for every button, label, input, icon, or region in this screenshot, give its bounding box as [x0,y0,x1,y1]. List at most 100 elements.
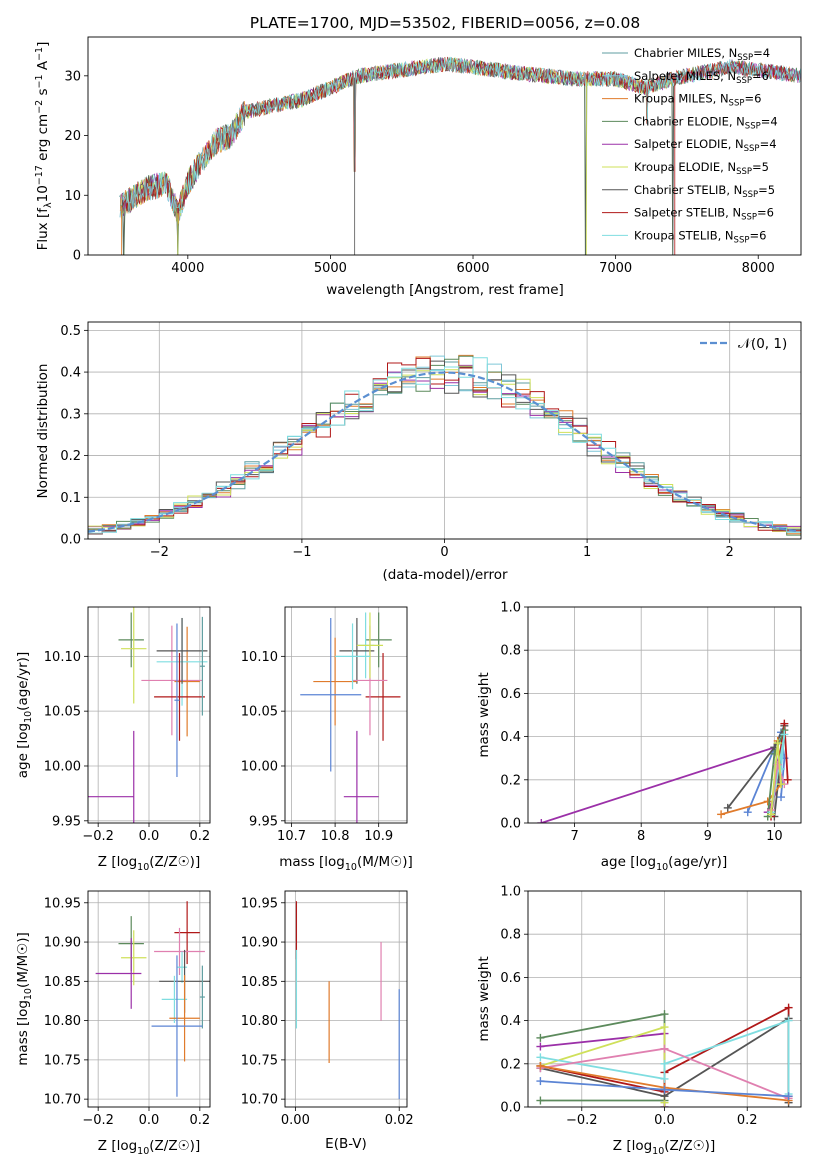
label-part: mass [log [279,854,345,870]
legend-sub: SSP [742,190,758,200]
mass-weight-vs-metallicity-panel: −0.2 0.0 0.2 0.0 0.2 0.4 0.6 0.8 1.0 Z [log10(Z/Z… [476,885,802,1157]
label-part: 10 [23,711,34,723]
legend-count: =6 [749,228,766,242]
spectrum-title: PLATE=1700, MJD=53502, FIBERID=0056, z=0… [250,14,640,32]
mZ-xlabel: Z [log10(Z/Z☉)] [98,1138,200,1157]
x-tick-label: 7 [570,829,578,844]
ylabel-part: λ [43,202,54,208]
y-tick-label: 10.75 [241,1053,278,1068]
x-tick-label: 10.7 [277,829,306,844]
plot-area [536,1003,793,1107]
spectrum-legend: Chabrier MILES, N SSP =4 Salpeter MILES, NS… [602,46,778,245]
y-tick-label: 10.80 [241,1014,278,1029]
normal-curve [88,371,799,533]
x-tick-label: 10.8 [321,829,350,844]
mwAge-xlabel: age [log10(age/yr)] [601,854,727,873]
mZ-ylabel: mass [log10(M/M☉)] [15,932,34,1065]
label-part: age [log [15,723,31,778]
ylabel-part: Flux [f [35,207,51,251]
legend-sub: SSP [729,99,745,109]
label-part: 10 [652,1146,664,1157]
axes-frame [87,36,802,256]
x-tick-label: −1 [292,545,311,560]
x-tick-label: 9 [704,829,712,844]
label-part: Z [log [98,1138,137,1154]
mwAge-ylabel: mass weight [476,672,492,757]
mass-vs-extinction-panel: 0.00 0.02 10.70 10.75 10.80 10.85 10.90 10.95 E(… [241,890,414,1152]
mE-xlabel: E(B-V) [325,1136,367,1152]
ylabel-part: −17 [34,165,45,185]
x-tick-label: 0 [440,545,448,560]
legend-sub: SSP [741,213,757,223]
y-tick-label: 10.95 [241,896,278,911]
legend-name: Chabrier MILES, N [634,46,737,60]
y-tick-label: 10.05 [44,705,81,720]
x-tick-label: 0.2 [189,829,210,844]
x-tick-label: 0.2 [189,1113,210,1128]
legend-count: =6 [757,206,774,220]
legend-normal-label: 𝒩(0, 1) [738,336,787,352]
y-tick-label: 0.0 [60,533,81,548]
label-part: mass [log [15,1000,31,1066]
histogram-kroupa_stelib [88,357,801,534]
x-tick-label: −0.2 [566,1113,598,1128]
legend-name: Kroupa ELODIE, N [634,160,736,174]
legend-count: =4 [753,46,770,60]
y-tick-label: 0.4 [60,366,81,381]
legend-label: Salpeter ELODIE, NSSP=4 [634,137,777,154]
axes-frame [284,890,408,1108]
plot-area [95,901,210,1097]
x-tick-label: 8000 [742,261,775,276]
label-part: 10 [23,988,34,1000]
y-tick-label: 0.2 [500,1057,521,1072]
x-tick-label: 8 [637,829,645,844]
y-tick-label: 10.90 [241,936,278,951]
ylabel-part: −1 [34,47,45,61]
y-tick-label: 9.95 [249,814,278,829]
y-tick-label: 10.00 [44,759,81,774]
y-tick-label: 10.75 [44,1053,81,1068]
residuals-xlabel: (data-model)/error [382,567,508,583]
y-tick-label: 0.0 [500,1101,521,1116]
residuals-histogram-panel: −2 −1 0 1 2 0.0 0.1 0.2 0.3 0.4 0.5 𝒩(0, 1) (data-mo… [35,321,802,583]
x-tick-label: 1 [583,545,591,560]
y-tick-label: 0.6 [500,687,521,702]
y-tick-label: 10.85 [44,975,81,990]
y-tick-label: 10.05 [241,705,278,720]
legend-label: Kroupa ELODIE, NSSP=5 [634,160,769,177]
label-part: Z [log [613,1138,652,1154]
y-tick-label: 10.90 [44,936,81,951]
axes-frame [527,606,802,824]
label-part: (age/yr)] [668,854,727,870]
y-tick-label: 0.8 [500,928,521,943]
y-tick-label: 1.0 [500,601,521,616]
ylabel-part: 10 [35,185,51,202]
legend-label: Kroupa STELIB, NSSP=6 [634,228,766,245]
legend-label: Chabrier ELODIE, NSSP=4 [634,114,778,131]
plot-area [295,901,400,1100]
y-tick-label: 10 [64,189,81,204]
legend-name: Salpeter ELODIE, N [634,137,744,151]
label-part: (Z/Z☉)] [664,1138,715,1154]
spectrum-panel: 4000 5000 6000 7000 8000 0 10 20 30 PLATE=1700, M… [34,14,802,298]
x-tick-label: −0.2 [82,829,114,844]
x-tick-label: 4000 [171,261,204,276]
legend-label: Kroupa MILES, NSSP=6 [634,92,761,109]
mwZ-xlabel: Z [log10(Z/Z☉)] [613,1138,715,1157]
legend-label: Salpeter MILES, NSSP=6 [634,69,769,86]
x-tick-label: 6000 [456,261,489,276]
ageM-xlabel: mass [log10(M/M☉)] [279,854,412,873]
y-tick-label: 0.2 [60,449,81,464]
x-tick-label: 0.0 [139,829,160,844]
legend-count: =6 [744,92,761,106]
y-tick-label: 0.8 [500,644,521,659]
ylabel-part: s [35,88,51,99]
y-tick-label: 10.80 [44,1014,81,1029]
ylabel-part: A [35,60,51,74]
x-tick-label: 0.02 [385,1113,414,1128]
legend-count: =4 [760,137,777,151]
axes-frame [284,606,408,824]
x-tick-label: 5000 [314,261,347,276]
